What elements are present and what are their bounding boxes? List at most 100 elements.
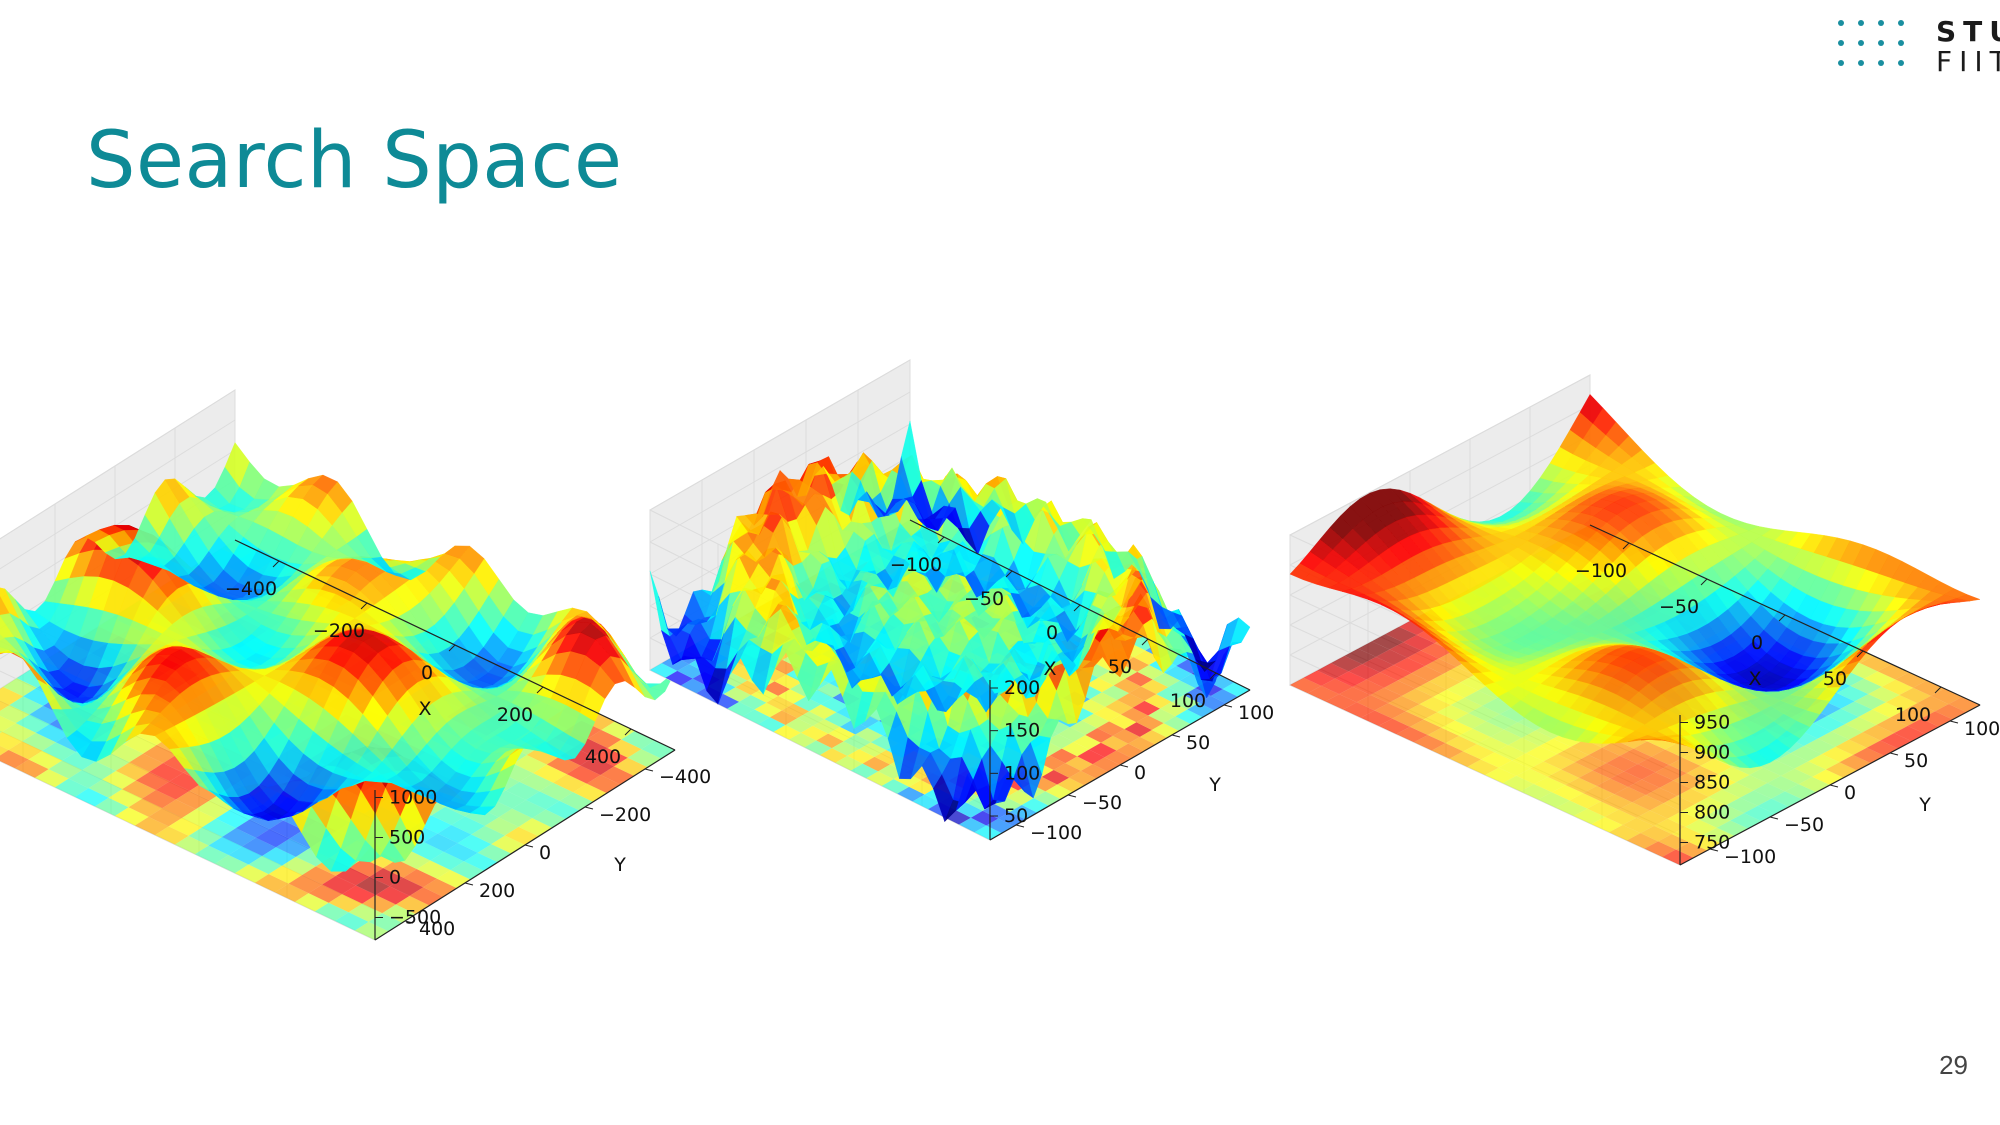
contour-cell — [75, 788, 109, 807]
logo-dots-icon — [1838, 20, 1918, 72]
contour-cell — [175, 790, 210, 810]
contour-cell — [195, 800, 230, 819]
contour-cell — [1366, 672, 1398, 688]
contour-cell — [1352, 679, 1385, 695]
x-tick — [1700, 578, 1708, 586]
x-axis-label: X — [1748, 668, 1761, 690]
contour-cell — [793, 696, 821, 712]
contour-cell — [1375, 649, 1408, 665]
contour-cell — [1658, 834, 1690, 850]
x-tick — [1141, 638, 1149, 646]
contour-cell — [1405, 704, 1438, 720]
contour-cell — [1862, 725, 1895, 741]
contour-cell — [1620, 748, 1652, 765]
contour-cell — [282, 856, 316, 875]
contour-cell — [403, 869, 437, 888]
contour-cell — [843, 734, 871, 750]
contour-cell — [8, 741, 43, 760]
contour-cell — [1853, 747, 1885, 764]
contour-cell — [1726, 797, 1758, 814]
contour-cell — [970, 810, 999, 826]
contour-cell — [1667, 811, 1700, 827]
contour-cell — [1575, 755, 1607, 771]
contour-cell — [1133, 650, 1161, 665]
contour-cell — [222, 828, 256, 847]
x-tick-label: −50 — [964, 588, 1004, 610]
contour-cell — [804, 740, 832, 755]
contour-cell — [770, 710, 798, 725]
contour-cell — [1718, 766, 1750, 783]
contour-cell — [1588, 747, 1620, 764]
contour-cell — [1344, 648, 1376, 665]
contour-cell — [288, 875, 323, 894]
contour-cell — [1673, 773, 1705, 789]
contour-cell — [1321, 678, 1353, 695]
contour-cell — [423, 878, 457, 897]
contour-cell — [1303, 670, 1335, 686]
contour-cell — [809, 704, 837, 720]
contour-cell — [409, 887, 444, 906]
contour-cell — [1695, 796, 1727, 813]
contour-cell — [0, 731, 23, 750]
contour-cell — [1437, 705, 1469, 721]
contour-cell — [762, 681, 790, 696]
contour-cell — [1113, 678, 1141, 694]
contour-cell — [302, 866, 336, 885]
contour-cell — [1808, 754, 1840, 770]
contour-cell — [1137, 665, 1165, 680]
contour-cell — [1411, 665, 1443, 682]
contour-cell — [437, 825, 472, 844]
contour-cell — [1389, 642, 1421, 658]
z-tick-label: 50 — [1004, 805, 1028, 827]
contour-cell — [0, 750, 29, 769]
y-tick-label: −200 — [599, 804, 651, 826]
contour-cell — [1399, 619, 1431, 635]
contour-cell — [275, 838, 310, 857]
contour-cell — [1877, 664, 1910, 680]
contour-cell — [328, 894, 363, 913]
x-tick-label: 0 — [1046, 622, 1058, 644]
contour-cell — [1100, 735, 1129, 751]
contour-cell — [1468, 705, 1500, 722]
contour-cell — [518, 818, 553, 837]
contour-cell — [1735, 775, 1768, 791]
contour-cell — [1849, 732, 1881, 748]
contour-cell — [471, 825, 505, 845]
z-tick-label: 750 — [1694, 832, 1730, 854]
contour-cell — [1403, 635, 1435, 651]
contour-cell — [1121, 657, 1150, 672]
contour-cell — [1831, 724, 1863, 740]
contour-cell — [855, 727, 883, 743]
contour-cell — [1921, 711, 1953, 727]
contour-cell — [1033, 791, 1061, 806]
contour-cell — [1850, 678, 1882, 695]
contour-cell — [9, 696, 44, 715]
contour-cell — [1210, 689, 1239, 704]
contour-cell — [1573, 808, 1605, 825]
contour-cell — [269, 820, 304, 839]
contour-cell — [1890, 710, 1922, 726]
surface-plot-3: −100 −50 0 50 100 100 50 0 −50 −100 950 900 850 800 75… — [1288, 350, 2000, 868]
contour-cell — [1467, 759, 1499, 775]
contour-cell — [262, 847, 296, 866]
contour-cell — [785, 718, 813, 733]
grid-line — [0, 389, 236, 540]
contour-cell — [102, 770, 136, 790]
contour-cell — [1757, 798, 1790, 815]
contour-cell — [1187, 702, 1215, 718]
contour-cell — [1633, 741, 1665, 757]
contour-cell — [195, 845, 229, 864]
x-tick-label: 0 — [1751, 632, 1763, 654]
z-tick-label: 0 — [389, 867, 401, 889]
contour-cell — [1682, 750, 1715, 766]
z-tick-label: 1000 — [389, 787, 437, 809]
contour-cell — [1659, 780, 1691, 796]
contour-cell — [723, 687, 751, 702]
contour-cell — [1098, 670, 1126, 686]
y-tick — [584, 806, 594, 810]
contour-cell — [1061, 741, 1090, 757]
contour-cell — [974, 825, 1002, 840]
contour-cell — [123, 735, 157, 754]
contour-cell — [1183, 688, 1211, 703]
contour-cell — [1086, 677, 1114, 693]
